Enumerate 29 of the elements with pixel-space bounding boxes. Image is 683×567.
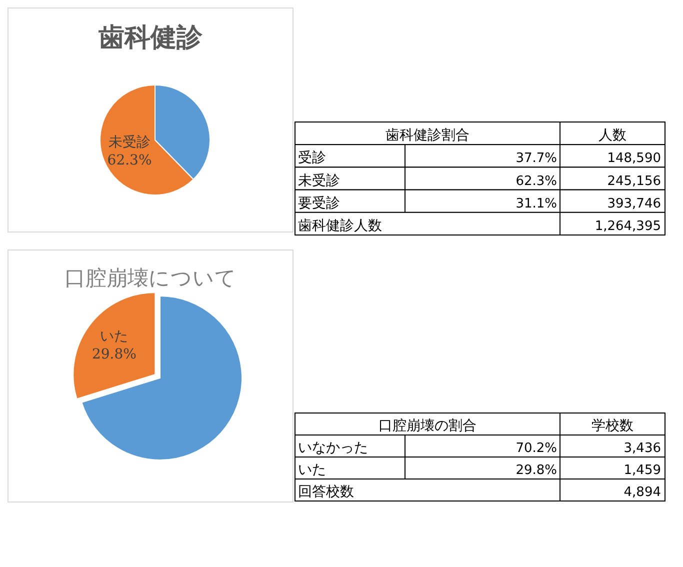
text: 歯科健診割合	[386, 128, 470, 144]
text: 3,436	[624, 441, 661, 456]
data-label: 62.3%	[107, 152, 152, 168]
text: 148,590	[607, 151, 661, 166]
data-label: 29.8%	[92, 346, 136, 362]
text: 回答校数	[298, 484, 354, 500]
text: 245,156	[607, 174, 661, 189]
text: 要受診	[298, 195, 340, 212]
text: 4,894	[624, 485, 661, 500]
chart-title: 歯科健診	[98, 23, 204, 53]
text: 1,459	[624, 463, 661, 478]
text: いなかった	[298, 440, 368, 456]
text: 人数	[598, 128, 626, 144]
text: 29.8%	[516, 463, 557, 478]
text: 62.3%	[516, 174, 557, 189]
text: 受診	[298, 150, 326, 166]
text: 学校数	[592, 418, 634, 434]
slice-label: いた	[100, 328, 128, 344]
text: 口腔崩壊の割合	[378, 418, 476, 434]
text: いた	[298, 462, 326, 478]
text: 1,264,395	[594, 219, 661, 234]
text: 歯科健診人数	[298, 218, 382, 234]
text: 31.1%	[516, 196, 557, 212]
text: 70.2%	[516, 441, 557, 456]
slice-label: 未受診	[108, 134, 151, 150]
text: 393,746	[607, 196, 661, 212]
chart-title: 口腔崩壊について	[64, 266, 236, 290]
text: 37.7%	[516, 151, 557, 166]
text: 未受診	[298, 172, 340, 189]
